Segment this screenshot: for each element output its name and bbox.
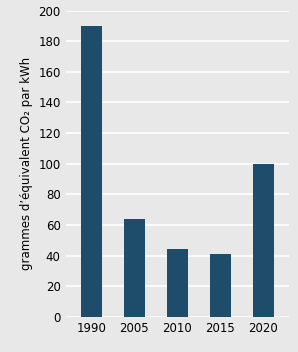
Bar <box>80 26 102 317</box>
Bar <box>124 219 145 317</box>
Bar <box>209 254 231 317</box>
Bar <box>252 164 274 317</box>
Y-axis label: grammes d’équivalent CO₂ par kWh: grammes d’équivalent CO₂ par kWh <box>20 57 33 270</box>
Bar <box>167 250 188 317</box>
